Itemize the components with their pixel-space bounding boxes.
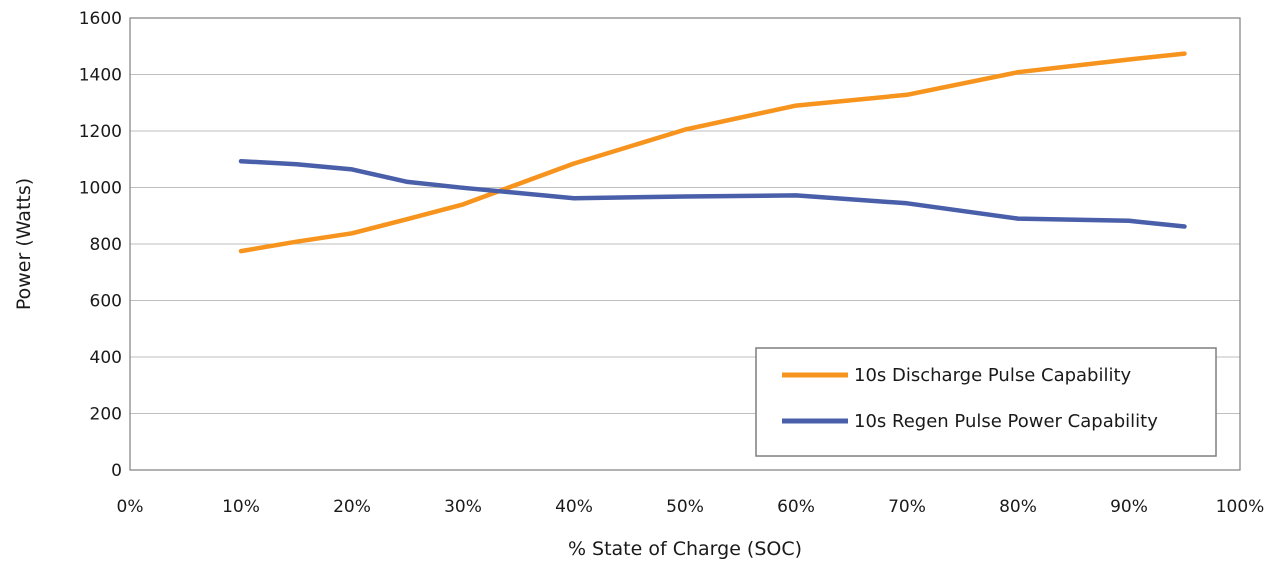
data-point bbox=[794, 193, 798, 198]
data-point bbox=[1182, 224, 1187, 229]
series-line-regen bbox=[238, 158, 1187, 229]
data-point bbox=[1182, 51, 1187, 56]
x-tick-label: 60% bbox=[777, 497, 815, 517]
y-tick-label: 400 bbox=[90, 348, 122, 368]
x-tick-label: 0% bbox=[117, 497, 144, 517]
data-point bbox=[405, 217, 410, 222]
y-tick-label: 0 bbox=[111, 461, 122, 481]
legend-label-regen: 10s Regen Pulse Power Capability bbox=[854, 411, 1158, 432]
x-axis-tick-labels: 0% 10% 20% 30% 40% 50% 60% 70% 80% 90% 100% bbox=[117, 497, 1265, 517]
data-point bbox=[572, 196, 576, 201]
x-tick-label: 90% bbox=[1110, 497, 1148, 517]
y-axis-title: Power (Watts) bbox=[13, 178, 35, 310]
series-lines bbox=[238, 51, 1187, 254]
data-point bbox=[1127, 218, 1131, 223]
data-point bbox=[294, 239, 299, 244]
y-axis-tick-labels: 0 200 400 600 800 1000 1200 1400 1600 bbox=[79, 9, 122, 481]
y-tick-label: 200 bbox=[90, 405, 122, 425]
y-tick-label: 1400 bbox=[79, 66, 122, 86]
y-tick-label: 600 bbox=[90, 292, 122, 312]
data-point bbox=[683, 127, 687, 132]
plot-area-frame bbox=[129, 17, 1241, 471]
data-point bbox=[905, 201, 909, 206]
legend: 10s Discharge Pulse Capability 10s Regen… bbox=[755, 347, 1217, 457]
data-point bbox=[572, 161, 576, 166]
data-point bbox=[1016, 70, 1020, 75]
data-point bbox=[1127, 57, 1131, 62]
x-tick-label: 50% bbox=[666, 497, 704, 517]
series-line-discharge bbox=[238, 51, 1187, 254]
x-axis-title: % State of Charge (SOC) bbox=[568, 538, 802, 560]
x-tick-label: 80% bbox=[999, 497, 1037, 517]
x-tick-label: 30% bbox=[444, 497, 482, 517]
y-tick-label: 1600 bbox=[79, 9, 122, 29]
data-point bbox=[794, 103, 798, 108]
data-point bbox=[239, 159, 243, 164]
y-tick-label: 800 bbox=[90, 235, 122, 255]
legend-label-discharge: 10s Discharge Pulse Capability bbox=[854, 365, 1132, 386]
data-point bbox=[350, 167, 354, 172]
y-tick-label: 1000 bbox=[79, 179, 122, 199]
data-point bbox=[294, 162, 299, 167]
x-tick-label: 20% bbox=[333, 497, 371, 517]
data-point bbox=[405, 179, 410, 184]
x-tick-label: 100% bbox=[1216, 497, 1265, 517]
data-point bbox=[1016, 216, 1020, 221]
data-point bbox=[350, 231, 354, 236]
data-point bbox=[461, 202, 465, 207]
legend-box bbox=[755, 347, 1217, 457]
data-point bbox=[461, 185, 465, 190]
data-point bbox=[683, 194, 687, 199]
x-tick-label: 10% bbox=[222, 497, 260, 517]
x-tick-label: 40% bbox=[555, 497, 593, 517]
data-point bbox=[239, 249, 243, 254]
y-tick-label: 1200 bbox=[79, 122, 122, 142]
data-point bbox=[905, 92, 909, 97]
x-tick-label: 70% bbox=[888, 497, 926, 517]
